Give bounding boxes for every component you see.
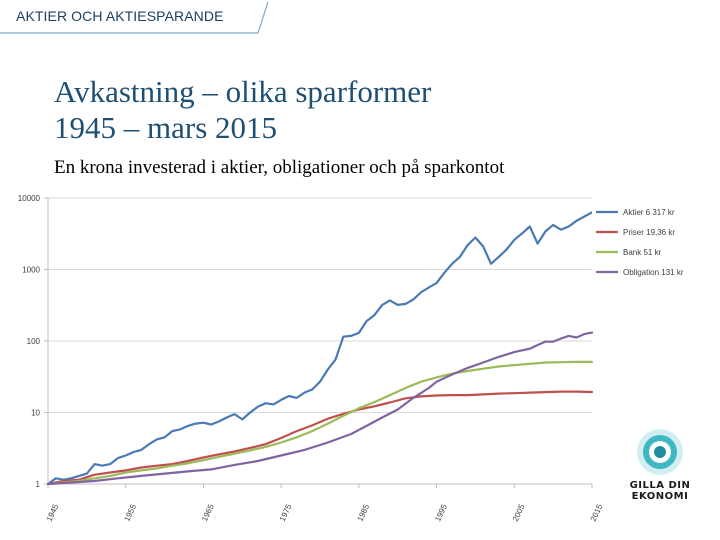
chart-legend: Aktier 6 317 kr Priser 19,36 kr Bank 51 kr…: [592, 200, 696, 286]
header-tab-outline: [0, 1, 269, 34]
chart-subtitle: En krona investerad i aktier, obligation…: [54, 157, 505, 178]
section-label: AKTIER OCH AKTIESPARANDE: [16, 8, 224, 24]
series-line-3: [46, 331, 594, 486]
x-tick-label: 1965: [200, 502, 216, 522]
x-tick-label: 1955: [122, 502, 138, 522]
chart-series: [46, 211, 594, 486]
x-tick-label: 1985: [356, 502, 372, 522]
returns-line-chart: 1 10 100 1000 10000 1945 1955 1965 1975 1985 1995 2…: [18, 194, 696, 523]
x-tick-label: 1945: [45, 502, 61, 522]
legend-label: Priser 19,36 kr: [623, 228, 675, 237]
x-tick-label: 2015: [589, 502, 605, 522]
title-line-2: 1945 – mars 2015: [54, 110, 278, 145]
series-line-0: [46, 211, 594, 486]
x-tick-label: 2005: [511, 502, 527, 522]
legend-label: Obligation 131 kr: [623, 268, 684, 277]
series-line-1: [46, 390, 594, 486]
y-tick-label: 1: [36, 480, 41, 489]
gilla-din-ekonomi-logo: GILLA DIN EKONOMI: [628, 428, 692, 508]
section-header-tab: AKTIER OCH AKTIESPARANDE: [0, 0, 270, 34]
logo-wordmark: GILLA DIN EKONOMI: [628, 480, 692, 502]
x-tick-label: 1995: [433, 502, 449, 522]
title-line-1: Avkastning – olika sparformer: [54, 74, 432, 109]
legend-label: Aktier 6 317 kr: [623, 208, 675, 217]
chart-grid: [48, 197, 592, 485]
legend-label: Bank 51 kr: [623, 248, 662, 257]
page-title: Avkastning – olika sparformer 1945 – mar…: [54, 74, 614, 146]
logo-line-2: EKONOMI: [631, 491, 689, 502]
logo-line-1: GILLA DIN: [629, 480, 691, 491]
x-tick-label: 1975: [278, 502, 294, 522]
y-tick-label: 10000: [18, 194, 41, 203]
y-tick-label: 10: [31, 409, 40, 418]
y-tick-label: 1000: [22, 266, 40, 275]
series-line-2: [46, 360, 594, 486]
y-tick-label: 100: [27, 337, 41, 346]
logo-target-icon: [637, 429, 683, 475]
